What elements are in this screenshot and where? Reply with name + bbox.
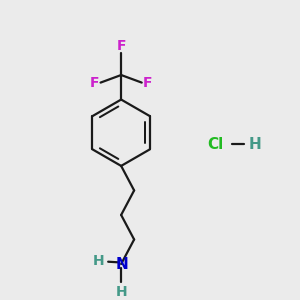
Text: H: H <box>115 285 127 299</box>
Text: H: H <box>249 137 261 152</box>
Text: Cl: Cl <box>208 137 224 152</box>
Text: F: F <box>90 76 99 90</box>
Text: F: F <box>143 76 153 90</box>
Text: H: H <box>93 254 104 268</box>
Text: F: F <box>116 38 126 52</box>
Text: N: N <box>115 256 128 272</box>
